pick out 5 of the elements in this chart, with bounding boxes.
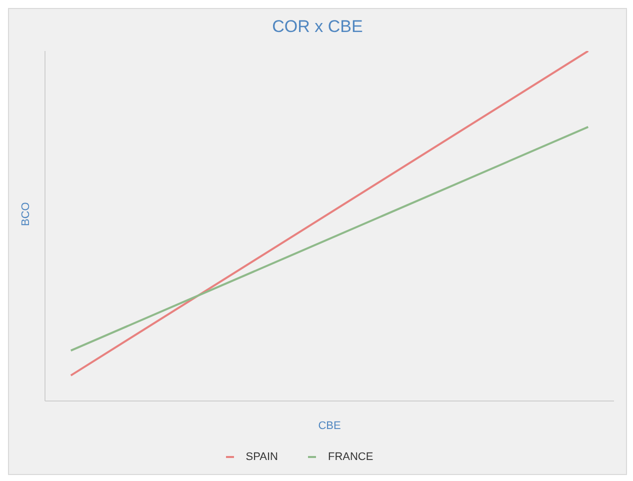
legend-label: FRANCE	[326, 451, 374, 463]
chart-title: COR x CBE	[271, 16, 364, 38]
x-axis-title: CBE	[318, 420, 341, 432]
legend-label: SPAIN	[244, 451, 278, 463]
y-axis-title: BCO	[20, 202, 32, 226]
